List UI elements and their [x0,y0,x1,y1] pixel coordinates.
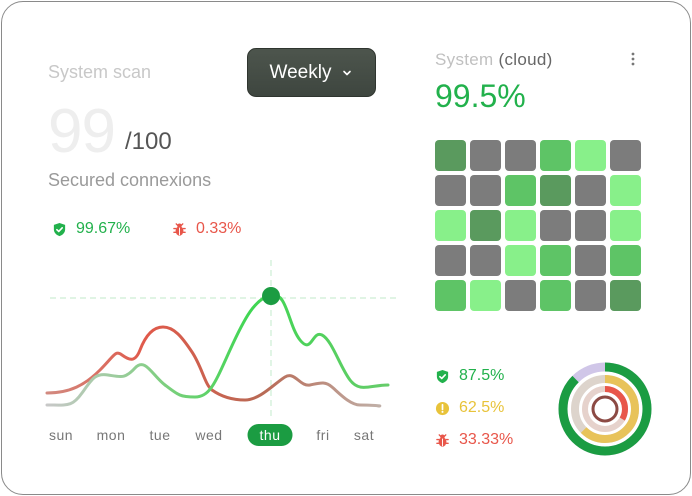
heatmap-cell[interactable] [610,280,641,311]
legend-threat: 33.33% [435,431,513,449]
legend-secure-value: 87.5% [459,367,505,384]
heatmap-cell[interactable] [540,140,571,171]
day-sat[interactable]: sat [353,427,375,443]
heatmap-cell[interactable] [575,245,606,276]
system-title-sub: (cloud) [498,50,553,69]
threat-stat: 0.33% [172,220,241,238]
heatmap-cell[interactable] [575,280,606,311]
heatmap-cell[interactable] [435,140,466,171]
heatmap-cell[interactable] [540,280,571,311]
heatmap-cell[interactable] [470,140,501,171]
system-uptime: 99.5% [435,78,526,114]
secured-connexions-label: Secured connexions [48,170,212,190]
day-fri[interactable]: fri [316,427,330,443]
heatmap-cell[interactable] [540,245,571,276]
legend-warning-value: 62.5% [459,399,505,416]
scan-score: 99 [48,97,116,166]
shield-check-icon [436,369,449,383]
heatmap-cell[interactable] [610,175,641,206]
heatmap-cell[interactable] [575,210,606,241]
secure-pct: 99.67% [76,220,131,237]
legend-secure: 87.5% [435,367,504,385]
heatmap-cell[interactable] [435,245,466,276]
donut-ring-outer [558,362,652,456]
day-axis: sun mon tue wed thu fri sat [0,424,400,448]
system-cloud-title: System (cloud) [435,50,553,70]
system-title: System [435,50,494,69]
threat-pct: 0.33% [196,220,242,237]
period-dropdown-label: Weekly [269,61,332,83]
legend-threat-value: 33.33% [459,431,514,448]
heatmap-cell[interactable] [505,280,536,311]
bug-icon [436,433,449,447]
day-wed[interactable]: wed [195,427,223,443]
warning-icon [435,401,450,415]
status-donut-chart [558,362,652,456]
chevron-down-icon [343,70,352,75]
heatmap-cell[interactable] [540,175,571,206]
heatmap-cell[interactable] [470,280,501,311]
heatmap-cell[interactable] [575,140,606,171]
heatmap-cell[interactable] [505,210,536,241]
heatmap-cell[interactable] [505,175,536,206]
secure-stat: 99.67% [52,220,130,238]
secure-series-line [45,293,390,407]
heatmap-cell[interactable] [575,175,606,206]
heatmap-cell[interactable] [610,245,641,276]
day-sun[interactable]: sun [48,427,74,443]
system-heatmap-grid [435,140,641,311]
legend-warning: 62.5% [435,399,504,417]
donut-ring-core [591,395,619,423]
bug-icon [173,222,186,236]
heatmap-cell[interactable] [470,210,501,241]
heatmap-cell[interactable] [505,140,536,171]
system-scan-title: System scan [48,62,152,82]
selected-point-marker[interactable] [262,287,280,305]
day-mon[interactable]: mon [96,427,126,443]
heatmap-cell[interactable] [435,210,466,241]
weekly-line-chart [45,260,400,420]
heatmap-cell[interactable] [610,210,641,241]
heatmap-cell[interactable] [470,245,501,276]
heatmap-cell[interactable] [435,280,466,311]
day-tue[interactable]: tue [149,427,171,443]
threats-series-line [45,325,382,408]
heatmap-cell[interactable] [610,140,641,171]
heatmap-cell[interactable] [435,175,466,206]
heatmap-cell[interactable] [505,245,536,276]
heatmap-cell[interactable] [470,175,501,206]
day-thu[interactable]: thu [247,424,293,446]
more-options-icon[interactable] [628,51,638,67]
heatmap-cell[interactable] [540,210,571,241]
period-dropdown[interactable]: Weekly [247,48,376,97]
donut-ring-mid [571,375,639,443]
scan-score-max: /100 [125,128,172,155]
donut-ring-inner [582,386,628,432]
shield-check-icon [53,222,66,236]
